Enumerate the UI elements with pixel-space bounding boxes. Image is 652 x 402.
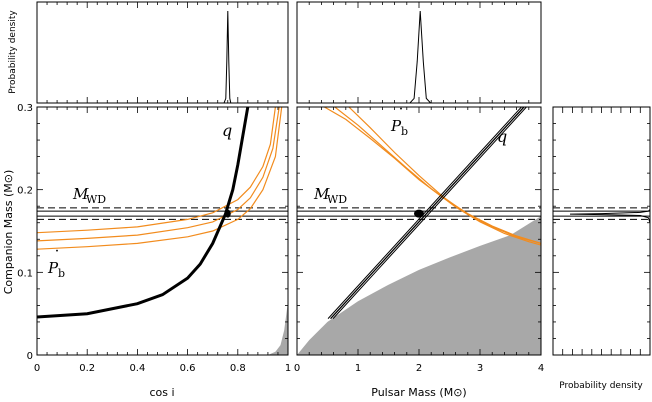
top-middle-density-curve — [297, 10, 541, 104]
main-middle-pb-curve — [348, 107, 541, 244]
main-middle-pb-curves — [324, 107, 541, 246]
top-middle-frame — [296, 1, 542, 104]
main-left-xtick-label: 0.4 — [129, 363, 145, 374]
main-left-pb-label: P — [47, 259, 59, 277]
main-middle-xtick-label: 3 — [477, 363, 483, 374]
main-left-mwd-label: M — [72, 185, 89, 203]
main-left-intersection-marker — [224, 209, 231, 218]
top-middle-ticks — [296, 2, 542, 103]
right-density-curve — [569, 209, 651, 223]
main-left-ytick-label: 0.3 — [17, 103, 33, 114]
main-left-excluded-region — [267, 301, 288, 355]
top-left-panel: Probability density — [8, 1, 289, 104]
top-left-frame — [36, 1, 289, 104]
main-middle-pb-subscript: b — [401, 125, 408, 138]
main-left-xtick-labels: 0 0.2 0.4 0.6 0.8 1 — [34, 363, 291, 374]
main-left-ytick-label: 0.1 — [17, 268, 33, 279]
main-middle-xlabel: Pulsar Mass (M⊙) — [371, 386, 466, 399]
main-middle-pb-curve — [324, 107, 541, 244]
main-middle-q-line — [330, 107, 525, 320]
main-middle-mwd-subscript: WD — [327, 193, 347, 206]
right-frame — [552, 106, 651, 356]
main-left-q-label: q — [222, 121, 232, 140]
main-middle-mwd-label: M — [313, 185, 330, 203]
top-left-ylabel: Probability density — [8, 10, 18, 94]
main-left-xtick-label: 0.8 — [230, 363, 246, 374]
right-xlabel: Probability density — [559, 381, 643, 391]
main-left-pb-dot: ˙ — [53, 247, 61, 266]
top-middle-panel — [296, 1, 542, 104]
main-left-ytick-label: 0 — [27, 351, 33, 362]
main-middle-ticks — [296, 106, 542, 356]
main-left-ytick-label: 0.2 — [17, 186, 33, 197]
main-left-xtick-label: 0.2 — [79, 363, 95, 374]
right-mwd-lines — [553, 207, 650, 220]
main-middle-xtick-label: 0 — [294, 363, 300, 374]
right-panel: Probability density — [552, 106, 651, 391]
main-middle-q-lines — [327, 107, 527, 320]
main-middle-intersection-marker — [414, 209, 424, 218]
main-middle-excluded-region — [297, 216, 541, 355]
main-middle-q-line — [327, 107, 522, 319]
main-middle-pb-dot: ˙ — [397, 105, 405, 124]
main-left-pb-curve — [37, 107, 276, 234]
main-left-mwd-subscript: WD — [86, 193, 106, 206]
main-middle-pb-curve — [334, 107, 541, 246]
main-left-panel: 0 0.2 0.4 0.6 0.8 1 0 0.1 0.2 0.3 cos i Companio… — [2, 103, 291, 399]
main-left-xtick-label: 0.6 — [180, 363, 196, 374]
main-middle-q-label: q — [497, 127, 507, 146]
main-middle-xtick-label: 4 — [538, 363, 544, 374]
main-left-ticks — [36, 106, 289, 356]
main-middle-pb-label: P — [390, 117, 402, 135]
top-left-density-curve — [37, 10, 288, 104]
main-middle-xtick-labels: 0 1 2 3 4 — [294, 363, 544, 374]
main-left-pb-curve — [37, 107, 283, 250]
top-left-ticks — [36, 2, 289, 103]
main-left-xtick-label: 1 — [285, 363, 291, 374]
main-left-xtick-label: 0 — [34, 363, 40, 374]
main-left-mwd-lines — [37, 207, 288, 220]
main-middle-panel: 0 1 2 3 4 Pulsar Mass (M⊙) q ˙ P b M WD — [294, 105, 544, 399]
main-left-pb-subscript: b — [58, 267, 65, 280]
main-middle-q-line — [332, 107, 527, 319]
main-left-xlabel: cos i — [149, 386, 174, 399]
right-ticks — [552, 106, 651, 356]
main-middle-xtick-label: 2 — [416, 363, 422, 374]
main-left-frame — [36, 106, 289, 356]
main-middle-xtick-label: 1 — [355, 363, 361, 374]
main-left-q-curve — [37, 107, 250, 319]
main-left-ylabel: Companion Mass (M⊙) — [2, 170, 15, 295]
main-left-ytick-labels: 0 0.1 0.2 0.3 — [17, 103, 33, 362]
